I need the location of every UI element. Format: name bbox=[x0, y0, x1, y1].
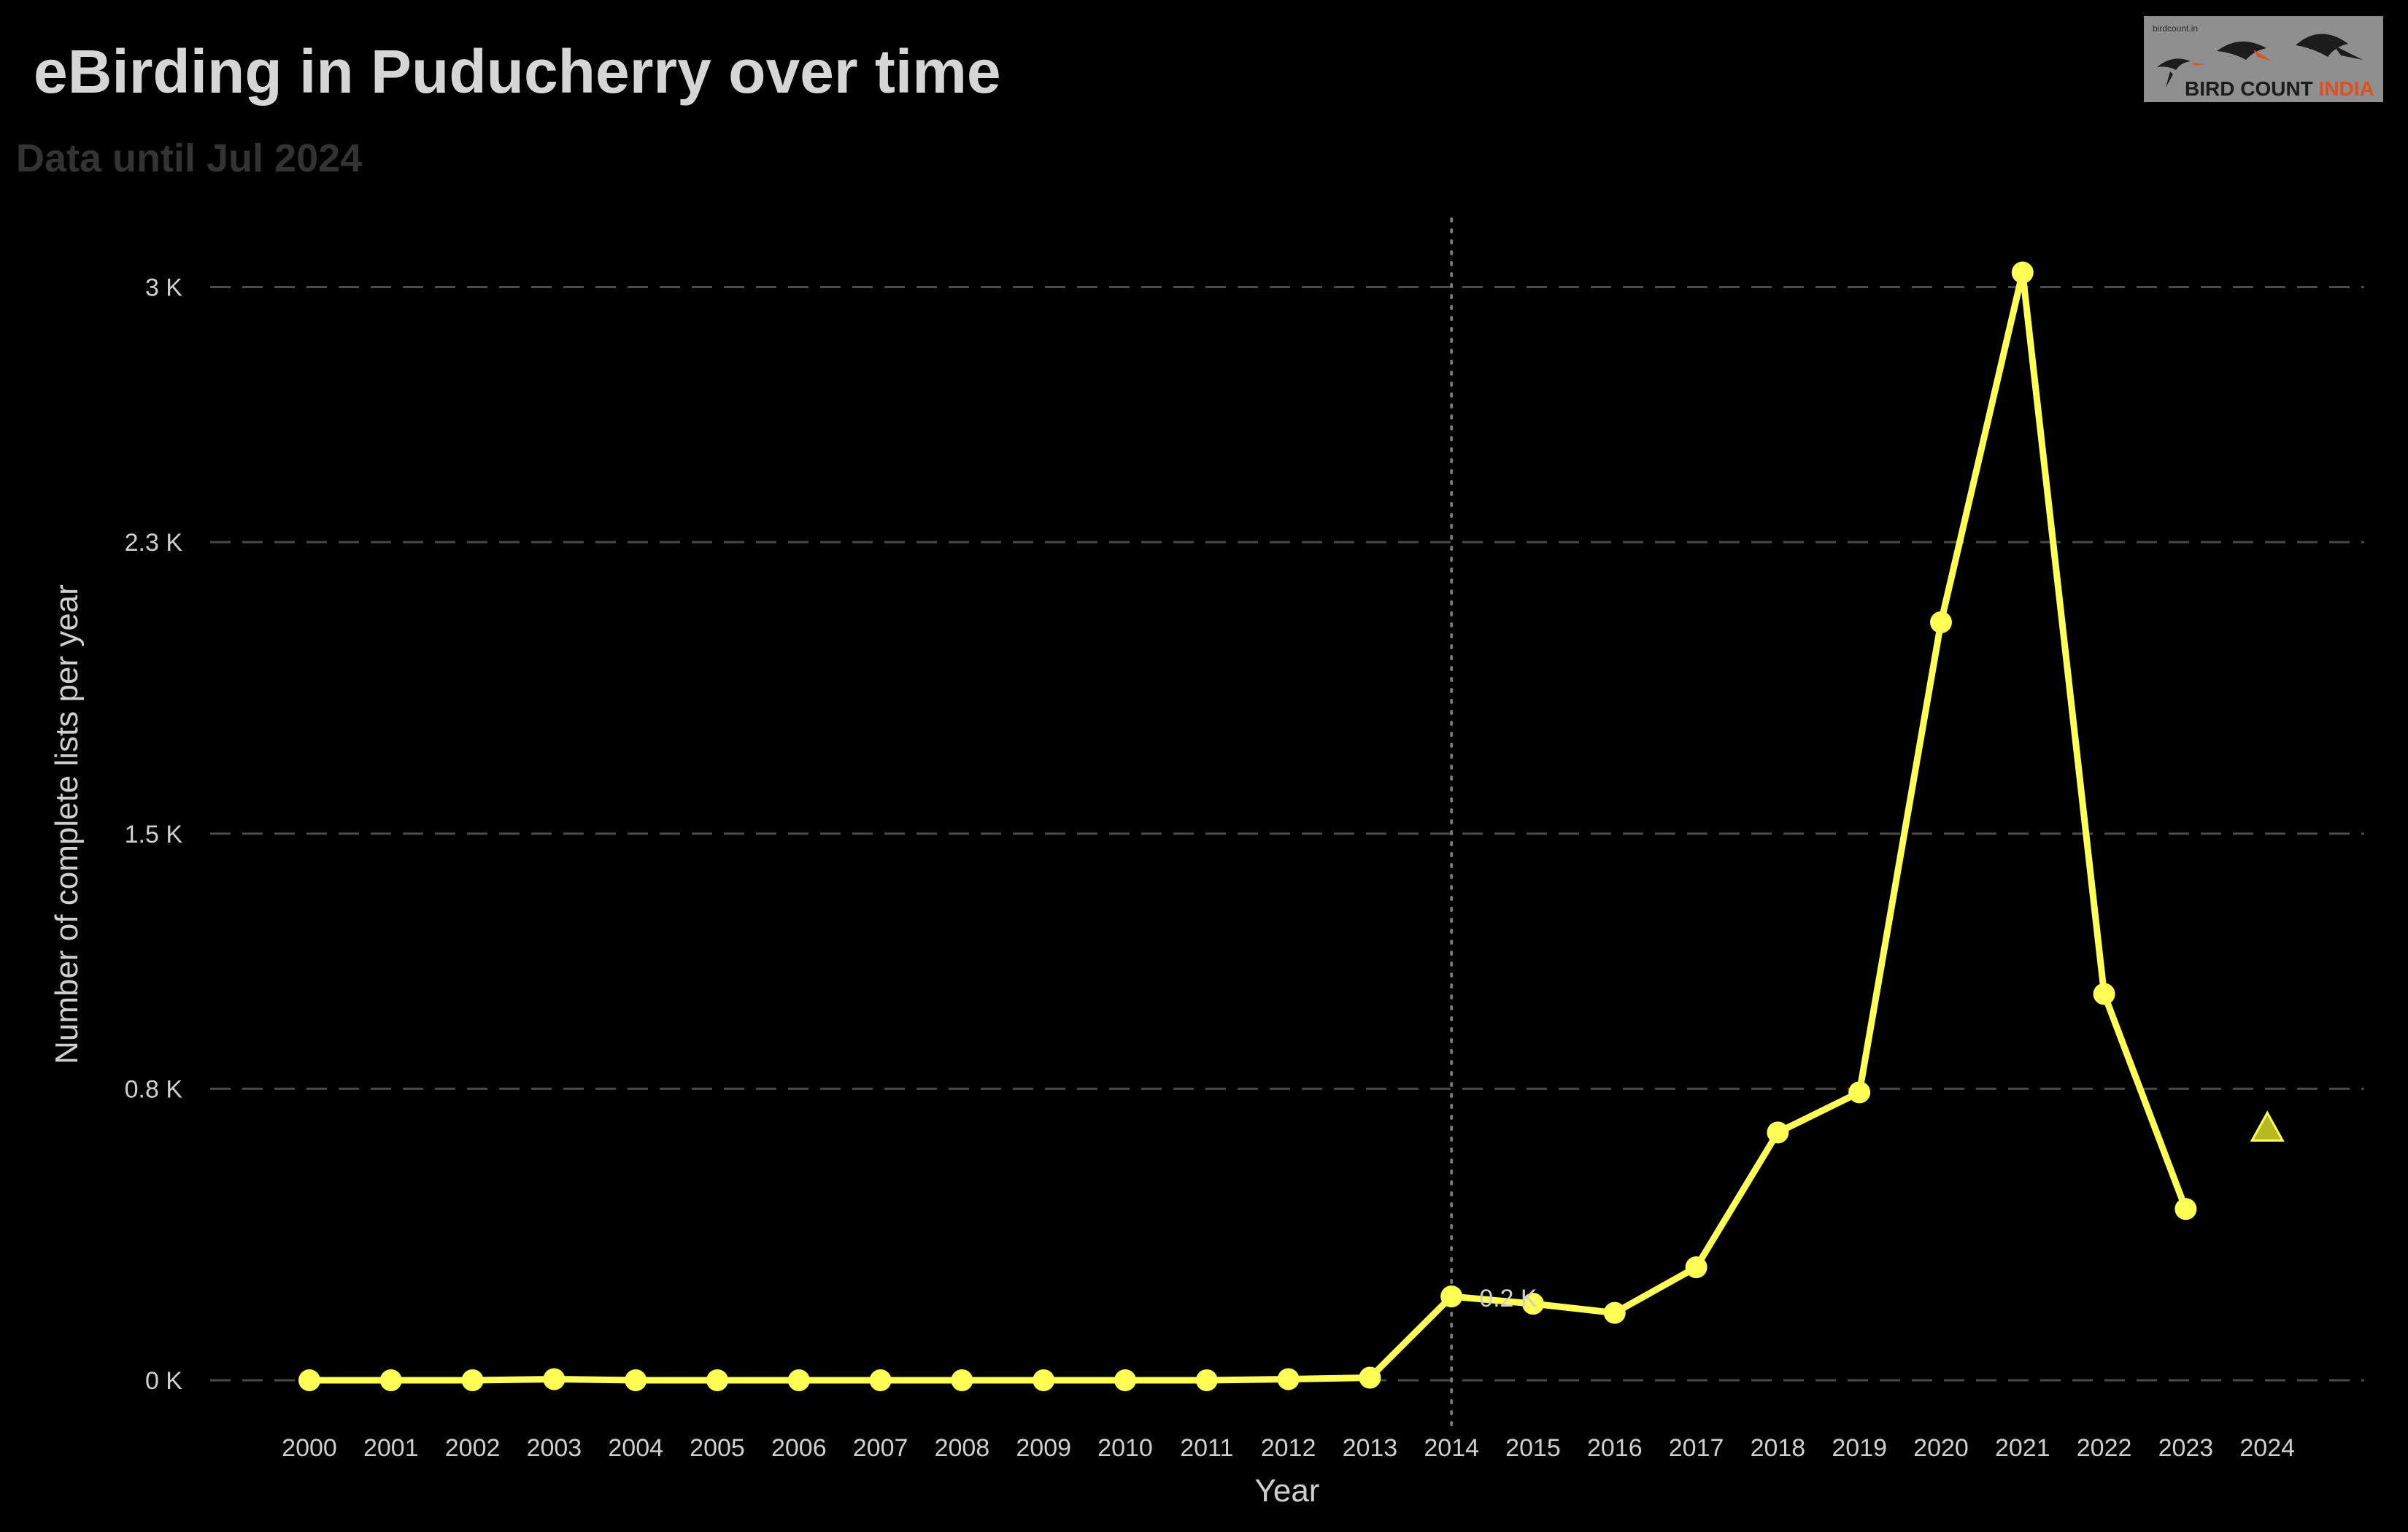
bird-count-india-logo: birdcount.in BIRD COUNT INDIA bbox=[2144, 16, 2383, 102]
x-tick-label: 2020 bbox=[1913, 1434, 1969, 1462]
data-point-2008 bbox=[951, 1369, 973, 1391]
series-line bbox=[309, 269, 2189, 1384]
x-tick-label: 2010 bbox=[1097, 1434, 1153, 1462]
logo-text-highlight: INDIA bbox=[2318, 77, 2374, 100]
x-tick-label: 2021 bbox=[1995, 1434, 2050, 1462]
y-tick-label: 1.5 K bbox=[125, 821, 183, 848]
data-point-2020 bbox=[1930, 611, 1952, 634]
y-tick-label: 0 K bbox=[145, 1367, 182, 1395]
data-point-2023 bbox=[2174, 1198, 2197, 1220]
chart-subtitle: Data until Jul 2024 bbox=[16, 136, 363, 180]
data-point-2003 bbox=[543, 1368, 566, 1390]
x-tick-label: 2013 bbox=[1343, 1434, 1398, 1462]
x-tick-label: 2001 bbox=[363, 1434, 419, 1462]
x-tick-label: 2015 bbox=[1505, 1434, 1561, 1462]
reference-label: 0.2 K bbox=[1479, 1285, 1537, 1312]
x-tick-label: 2007 bbox=[853, 1434, 908, 1462]
x-tick-label: 2016 bbox=[1587, 1434, 1643, 1462]
x-tick-label: 2023 bbox=[2158, 1434, 2214, 1462]
data-point-2010 bbox=[1114, 1369, 1136, 1391]
data-point-2022 bbox=[2093, 983, 2115, 1005]
x-tick-label: 2002 bbox=[445, 1434, 501, 1462]
y-tick-label: 2.3 K bbox=[125, 529, 183, 557]
logo-text-main: BIRD COUNT bbox=[2185, 77, 2319, 100]
data-point-2019 bbox=[1848, 1081, 1871, 1104]
x-tick-label: 2005 bbox=[690, 1434, 745, 1462]
data-point-2002 bbox=[461, 1369, 484, 1391]
x-tick-label: 2022 bbox=[2077, 1434, 2132, 1462]
x-tick-label: 2006 bbox=[771, 1434, 827, 1462]
x-tick-label: 2012 bbox=[1261, 1434, 1316, 1462]
x-tick-label: 2017 bbox=[1669, 1434, 1724, 1462]
x-tick-label: 2004 bbox=[608, 1434, 663, 1462]
chart-title: eBirding in Puducherry over time bbox=[34, 37, 1001, 106]
data-point-2018 bbox=[1767, 1121, 1789, 1144]
data-point-2001 bbox=[379, 1369, 402, 1391]
x-tick-label: 2008 bbox=[935, 1434, 990, 1462]
x-tick-label: 2018 bbox=[1751, 1434, 1806, 1462]
x-tick-label: 2011 bbox=[1180, 1434, 1233, 1462]
logo-text: BIRD COUNT INDIA bbox=[2185, 77, 2374, 101]
flying-birds-logo-icon bbox=[2157, 34, 2363, 88]
data-point-2017 bbox=[1685, 1256, 1707, 1279]
data-point-2000 bbox=[298, 1369, 320, 1391]
data-point-2006 bbox=[787, 1369, 810, 1391]
x-tick-label: 2024 bbox=[2239, 1434, 2295, 1462]
data-point-2016 bbox=[1603, 1301, 1626, 1324]
x-axis-title: Year bbox=[1255, 1473, 1320, 1509]
x-tick-label: 2000 bbox=[282, 1434, 337, 1462]
x-tick-label: 2003 bbox=[527, 1434, 582, 1462]
y-tick-label: 3 K bbox=[145, 274, 182, 302]
data-point-2004 bbox=[625, 1369, 647, 1391]
x-tick-label: 2009 bbox=[1016, 1434, 1071, 1462]
data-point-2007 bbox=[869, 1369, 892, 1391]
y-axis-title: Number of complete lists per year bbox=[49, 584, 85, 1064]
logo-small-text: birdcount.in bbox=[2153, 23, 2199, 34]
x-tick-label: 2014 bbox=[1424, 1434, 1479, 1462]
data-point-2005 bbox=[706, 1369, 728, 1391]
data-point-2011 bbox=[1195, 1369, 1218, 1391]
data-point-2009 bbox=[1033, 1369, 1055, 1391]
data-point-2013 bbox=[1359, 1366, 1381, 1389]
data-point-2015 bbox=[1522, 1293, 1544, 1315]
data-point-2014 bbox=[1440, 1285, 1463, 1308]
data-point-2012 bbox=[1277, 1368, 1300, 1390]
data-point-2021 bbox=[2011, 261, 2034, 284]
partial-year-marker-2024 bbox=[2250, 1110, 2285, 1142]
x-tick-label: 2019 bbox=[1832, 1434, 1887, 1462]
y-tick-label: 0.8 K bbox=[125, 1075, 183, 1103]
